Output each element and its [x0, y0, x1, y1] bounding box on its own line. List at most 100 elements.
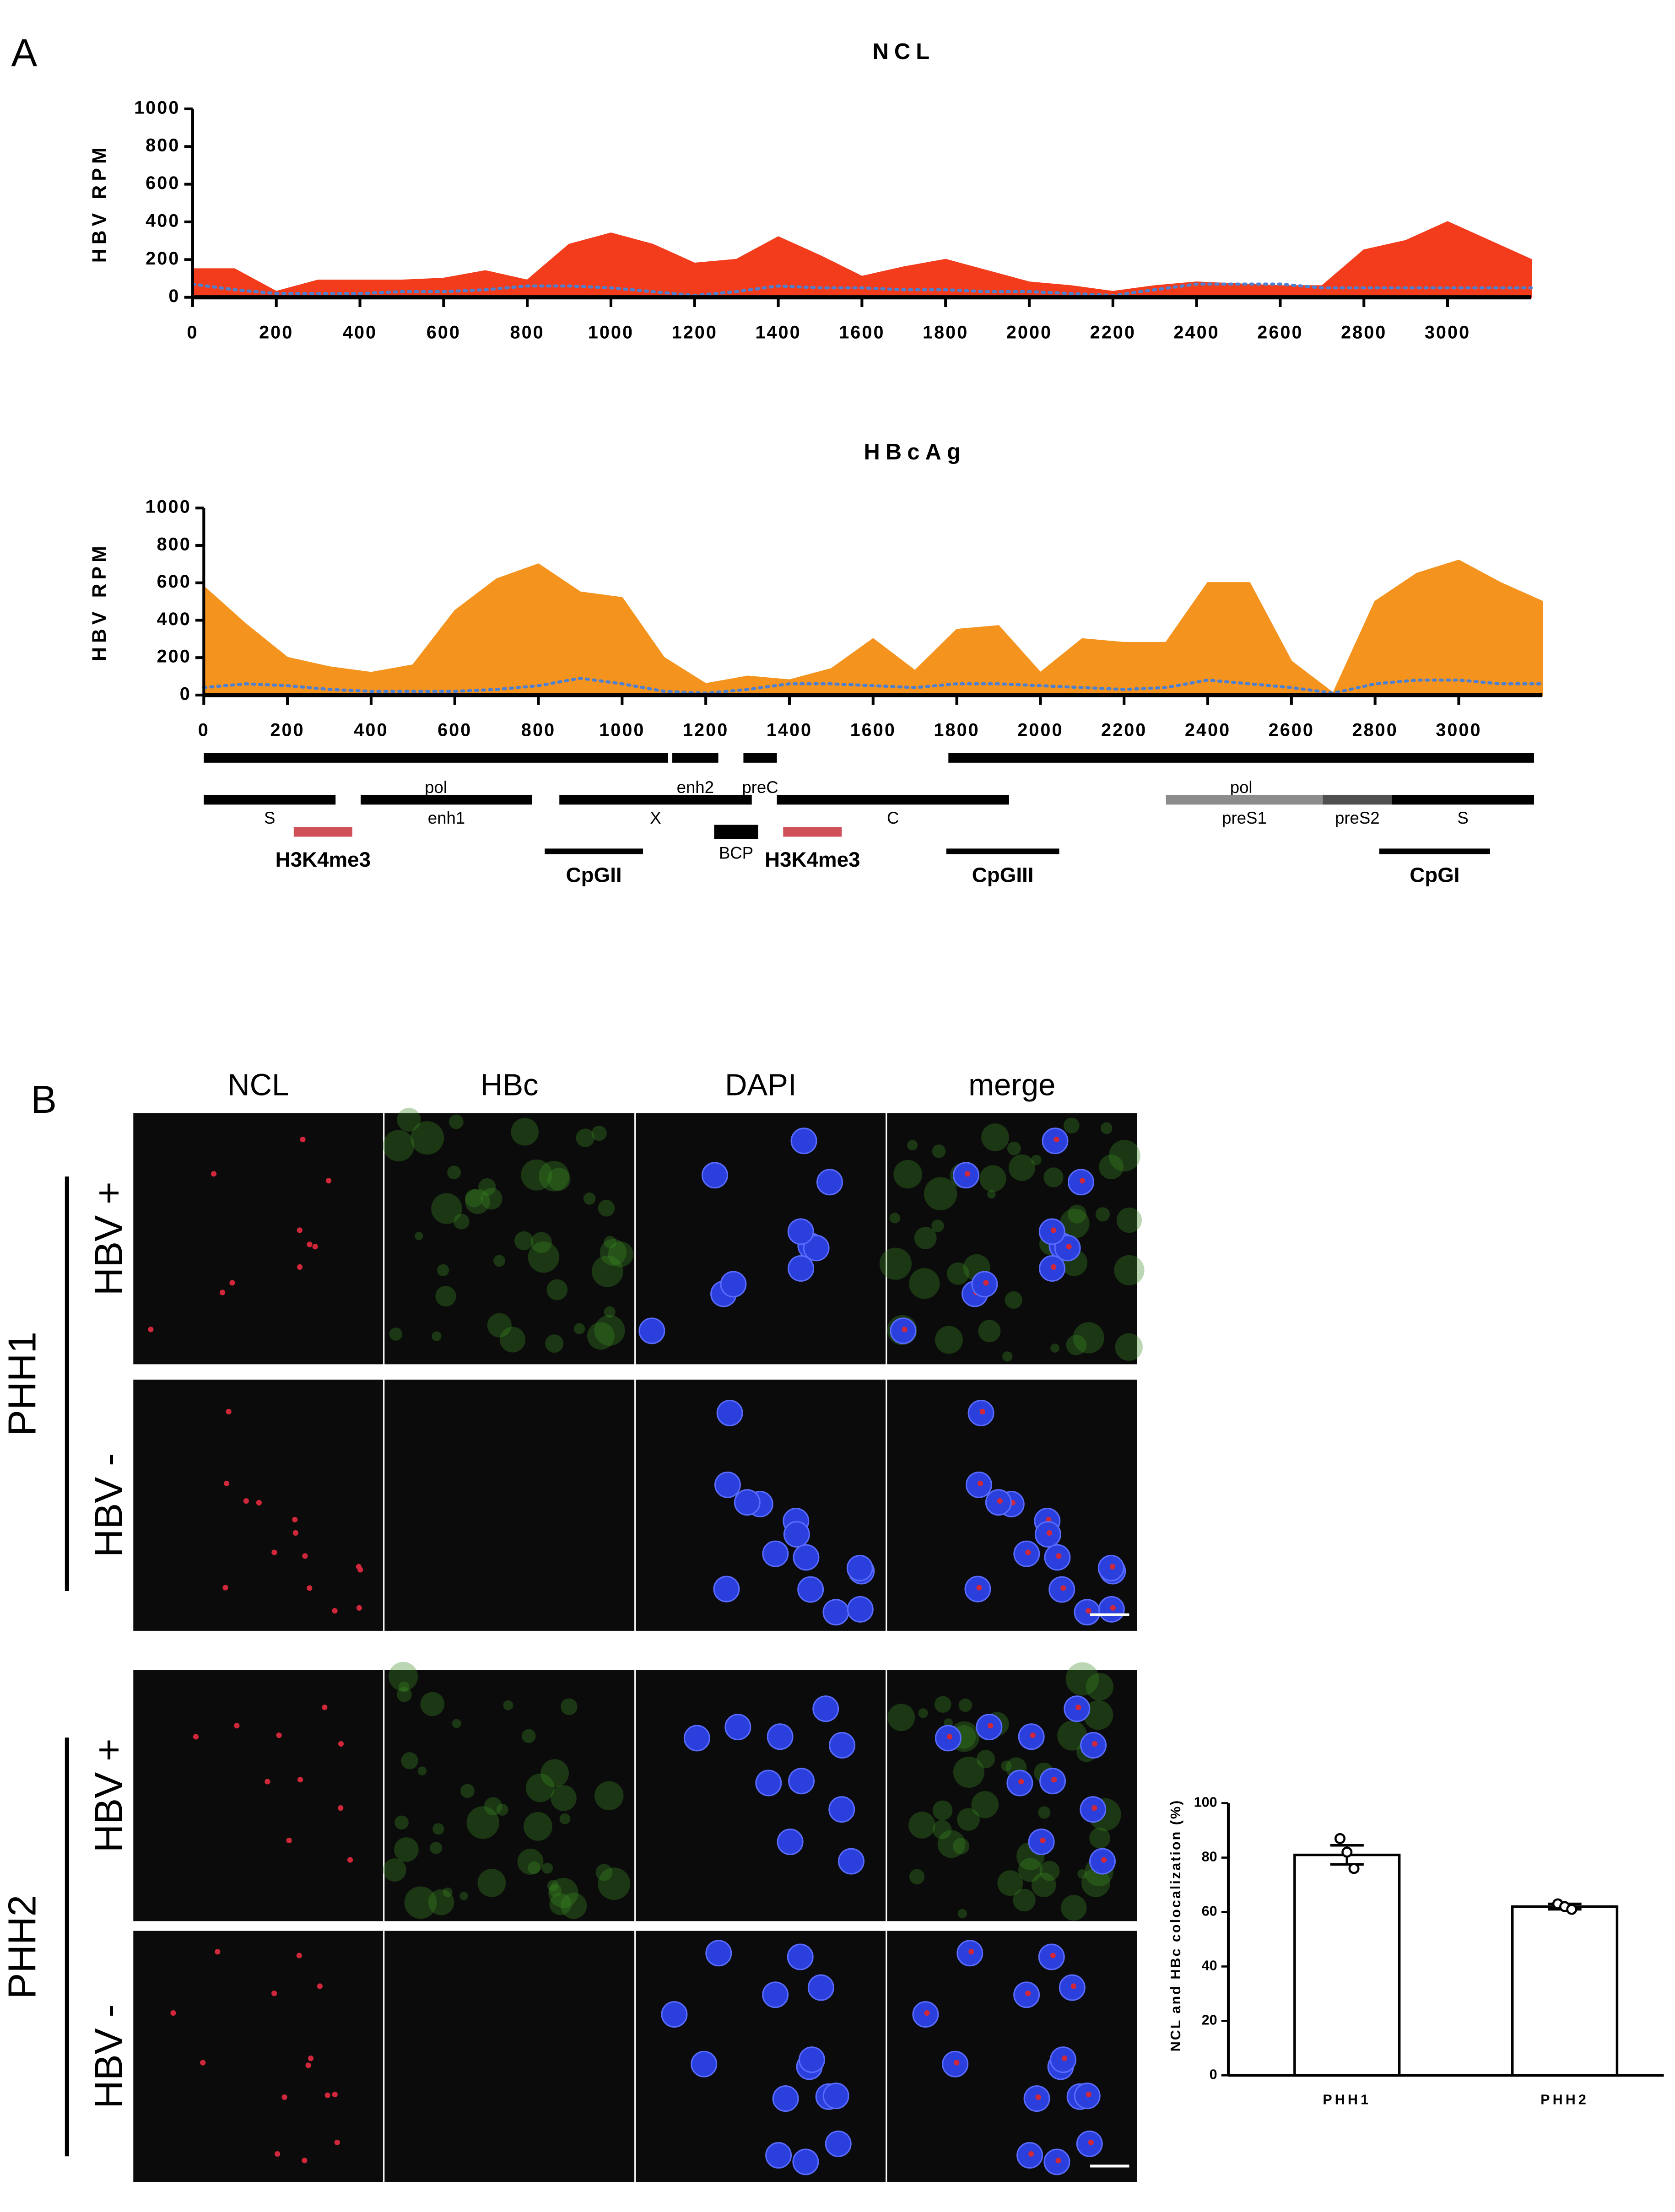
micrograph	[634, 1668, 887, 1923]
hbc-signal	[401, 1752, 418, 1770]
x-tick-label: 400	[354, 720, 388, 740]
nucleus	[734, 1489, 761, 1516]
data-point	[1348, 1863, 1360, 1874]
hbc-signal	[511, 1118, 539, 1146]
hbc-signal	[1095, 1207, 1110, 1222]
y-tick-label: 0	[1210, 2066, 1217, 2082]
ncl-spot	[924, 2010, 930, 2016]
hbc-signal	[918, 1708, 928, 1718]
hbc-signal	[452, 1719, 461, 1728]
panel-label: B	[31, 1078, 57, 1122]
hbc-signal	[404, 1886, 437, 1919]
hbc-signal	[432, 1823, 444, 1835]
feature-label: preC	[742, 778, 778, 797]
hbc-signal	[528, 1241, 559, 1273]
ncl-spot	[1050, 1227, 1056, 1233]
hbc-signal	[979, 1165, 1006, 1192]
hbc-signal	[932, 1820, 952, 1840]
hbc-signal	[514, 1231, 534, 1251]
x-tick-label: 400	[343, 322, 377, 342]
hbc-signal	[1073, 1322, 1104, 1354]
ncl-spot	[1092, 1741, 1098, 1747]
nucleus	[787, 1943, 814, 1970]
hbc-signal	[1108, 1140, 1140, 1172]
ncl-spot	[322, 1705, 328, 1710]
y-tick-label: 80	[1202, 1849, 1217, 1865]
hbc-signal	[530, 1232, 552, 1253]
ncl-spot	[332, 1608, 338, 1614]
hbc-signal	[432, 1331, 442, 1341]
y-tick-label: 800	[146, 135, 180, 156]
column-label: NCL	[227, 1068, 289, 1102]
genome-feature	[204, 753, 668, 763]
micrograph	[132, 1929, 385, 2184]
hbc-signal	[907, 1140, 918, 1151]
hbc-signal	[1039, 1861, 1060, 1881]
nucleus	[720, 1271, 747, 1298]
y-axis-label: NCL and HBc colocalization (%)	[1168, 1799, 1183, 2052]
ncl-spot	[1056, 1553, 1062, 1559]
hbc-signal	[546, 1279, 568, 1300]
x-tick-label: 1600	[839, 322, 885, 342]
ncl-spot	[946, 1734, 953, 1740]
ncl-spot	[338, 1741, 344, 1747]
x-tick-label: 1200	[683, 720, 729, 740]
micrograph	[383, 1929, 636, 2184]
hbc-signal	[932, 1800, 953, 1821]
nucleus	[713, 1575, 740, 1602]
data-point	[1566, 1904, 1578, 1915]
ncl-spot	[1086, 1608, 1091, 1614]
x-tick-label: 2800	[1352, 720, 1398, 740]
panel-label: A	[11, 32, 37, 75]
micrograph-bg	[634, 1111, 887, 1366]
ncl-spot	[1055, 2158, 1061, 2163]
ncl-spot	[334, 2139, 340, 2146]
hbc-signal	[549, 1884, 562, 1897]
hbc-signal	[398, 1681, 410, 1692]
micrograph-bg	[132, 1111, 385, 1366]
hbc-signal	[1007, 1141, 1021, 1155]
hbc-signal	[539, 1160, 569, 1192]
hbc-signal	[542, 1862, 553, 1874]
hbc-signal	[997, 1870, 1023, 1896]
micrograph-bg	[634, 1668, 887, 1923]
feature-label: H3K4me3	[765, 848, 860, 871]
row-label: HBV +	[87, 1182, 131, 1295]
ncl-spot	[1088, 2139, 1094, 2146]
hbc-signal	[957, 1808, 980, 1831]
x-tick-label: 0	[187, 322, 198, 342]
hbc-signal	[598, 1867, 631, 1900]
hbc-signal	[525, 1773, 555, 1802]
hbc-signal	[447, 1165, 461, 1180]
ncl-spot	[1030, 1732, 1036, 1738]
hbc-signal	[583, 1192, 596, 1205]
genome-feature	[1379, 848, 1490, 854]
y-tick-label: 200	[157, 647, 191, 667]
x-tick-label: 2600	[1269, 720, 1314, 740]
nucleus	[798, 2046, 825, 2073]
x-tick-label: 1000	[588, 322, 634, 342]
hbc-signal	[1065, 1662, 1099, 1696]
y-tick-label: 0	[180, 684, 191, 704]
y-tick-label: 400	[146, 210, 180, 231]
hbc-signal	[1001, 1760, 1012, 1771]
ncl-spot	[1079, 1178, 1086, 1184]
feature-label: S	[264, 809, 275, 827]
nucleus	[825, 2131, 852, 2157]
row-label: HBV -	[87, 2004, 131, 2109]
x-tick-label: 800	[510, 322, 545, 342]
hbc-signal	[957, 1909, 967, 1919]
ncl-spot	[332, 2092, 338, 2098]
ncl-spot	[256, 1500, 262, 1505]
hbc-signal	[465, 1189, 490, 1214]
hbc-signal	[415, 1232, 423, 1241]
bar	[1511, 1905, 1619, 2077]
hbc-signal	[1038, 1806, 1051, 1819]
ncl-spot	[1050, 1264, 1057, 1270]
nucleus	[701, 1162, 728, 1189]
hbc-signal	[549, 1893, 572, 1915]
hbc-signal	[1066, 1334, 1087, 1355]
hbc-signal	[887, 1704, 915, 1732]
ncl-spot	[200, 2060, 206, 2066]
